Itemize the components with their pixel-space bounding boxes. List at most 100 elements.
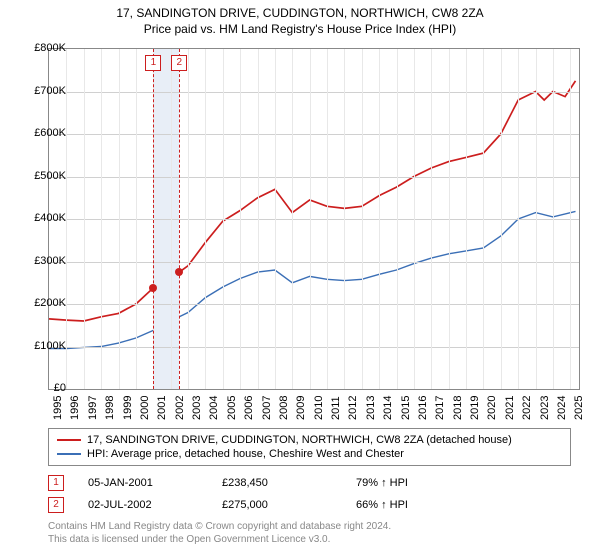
x-tick-label: 1998: [104, 396, 116, 420]
x-tick-label: 2002: [174, 396, 186, 420]
x-tick-label: 2006: [243, 396, 255, 420]
gridline-v: [449, 49, 450, 389]
y-tick-label: £400K: [21, 212, 66, 224]
events-table: 1 05-JAN-2001 £238,450 79% ↑ HPI 2 02-JU…: [48, 472, 553, 516]
gridline-v: [536, 49, 537, 389]
legend-item-hpi: HPI: Average price, detached house, Ches…: [57, 447, 562, 461]
event-price-2: £275,000: [222, 499, 332, 511]
gridline-v: [501, 49, 502, 389]
gridline-v: [379, 49, 380, 389]
event-tag-1: 1: [48, 475, 64, 491]
x-tick-label: 2011: [330, 396, 342, 420]
x-tick-label: 2013: [365, 396, 377, 420]
gridline-v: [240, 49, 241, 389]
gridline-v: [223, 49, 224, 389]
gridline-v: [466, 49, 467, 389]
x-tick-label: 2003: [191, 396, 203, 420]
x-tick-label: 2000: [139, 396, 151, 420]
x-tick-label: 2023: [539, 396, 551, 420]
gridline-v: [310, 49, 311, 389]
gridline-v: [188, 49, 189, 389]
x-tick-label: 1995: [52, 396, 64, 420]
legend-item-property: 17, SANDINGTON DRIVE, CUDDINGTON, NORTHW…: [57, 433, 562, 447]
x-tick-label: 2005: [226, 396, 238, 420]
event-row-2: 2 02-JUL-2002 £275,000 66% ↑ HPI: [48, 494, 553, 516]
event-marker: [149, 284, 157, 292]
gridline-v: [84, 49, 85, 389]
y-tick-label: £200K: [21, 297, 66, 309]
gridline-v: [258, 49, 259, 389]
legend-label-property: 17, SANDINGTON DRIVE, CUDDINGTON, NORTHW…: [87, 434, 512, 446]
event-date-1: 05-JAN-2001: [88, 477, 198, 489]
gridline-v: [518, 49, 519, 389]
gridline-h: [49, 347, 579, 348]
event-line: [179, 49, 180, 389]
legend-label-hpi: HPI: Average price, detached house, Ches…: [87, 448, 404, 460]
x-tick-label: 2004: [208, 396, 220, 420]
gridline-h: [49, 177, 579, 178]
x-tick-label: 2025: [573, 396, 585, 420]
event-line: [153, 49, 154, 389]
event-delta-2: 66% ↑ HPI: [356, 499, 466, 511]
x-tick-label: 1997: [87, 396, 99, 420]
gridline-h: [49, 219, 579, 220]
x-tick-label: 1999: [122, 396, 134, 420]
gridline-v: [275, 49, 276, 389]
event-tag-2: 2: [48, 497, 64, 513]
y-tick-label: £100K: [21, 340, 66, 352]
x-tick-label: 2009: [295, 396, 307, 420]
gridline-h: [49, 262, 579, 263]
gridline-v: [414, 49, 415, 389]
gridline-v: [483, 49, 484, 389]
gridline-v: [136, 49, 137, 389]
x-tick-label: 2018: [452, 396, 464, 420]
legend-swatch-property: [57, 439, 81, 441]
event-marker: [175, 268, 183, 276]
event-date-2: 02-JUL-2002: [88, 499, 198, 511]
event-delta-1: 79% ↑ HPI: [356, 477, 466, 489]
gridline-v: [292, 49, 293, 389]
x-tick-label: 2021: [504, 396, 516, 420]
event-row-1: 1 05-JAN-2001 £238,450 79% ↑ HPI: [48, 472, 553, 494]
title-block: 17, SANDINGTON DRIVE, CUDDINGTON, NORTHW…: [0, 0, 600, 36]
y-tick-label: £800K: [21, 42, 66, 54]
gridline-v: [205, 49, 206, 389]
gridline-v: [362, 49, 363, 389]
gridline-h: [49, 134, 579, 135]
plot-area: 12: [48, 48, 580, 390]
event-tag-on-chart: 2: [171, 55, 187, 71]
y-tick-label: £700K: [21, 85, 66, 97]
footer-line1: Contains HM Land Registry data © Crown c…: [48, 520, 553, 533]
gridline-v: [397, 49, 398, 389]
title-line1: 17, SANDINGTON DRIVE, CUDDINGTON, NORTHW…: [0, 6, 600, 20]
x-tick-label: 2008: [278, 396, 290, 420]
y-tick-label: £0: [21, 382, 66, 394]
x-tick-label: 2001: [156, 396, 168, 420]
gridline-v: [344, 49, 345, 389]
legend-swatch-hpi: [57, 453, 81, 455]
event-tag-on-chart: 1: [145, 55, 161, 71]
gridline-v: [327, 49, 328, 389]
x-tick-label: 1996: [69, 396, 81, 420]
y-tick-label: £500K: [21, 170, 66, 182]
series-property: [49, 81, 576, 321]
x-tick-label: 2017: [434, 396, 446, 420]
x-tick-label: 2010: [313, 396, 325, 420]
gridline-v: [431, 49, 432, 389]
event-price-1: £238,450: [222, 477, 332, 489]
gridline-v: [101, 49, 102, 389]
x-tick-label: 2016: [417, 396, 429, 420]
y-tick-label: £300K: [21, 255, 66, 267]
x-tick-label: 2012: [347, 396, 359, 420]
footer-block: Contains HM Land Registry data © Crown c…: [48, 520, 553, 546]
gridline-h: [49, 92, 579, 93]
gridline-v: [119, 49, 120, 389]
gridline-v: [171, 49, 172, 389]
x-tick-label: 2014: [382, 396, 394, 420]
y-tick-label: £600K: [21, 127, 66, 139]
x-tick-label: 2019: [469, 396, 481, 420]
series-hpi: [49, 211, 576, 348]
x-tick-label: 2007: [261, 396, 273, 420]
x-tick-label: 2024: [556, 396, 568, 420]
gridline-v: [553, 49, 554, 389]
